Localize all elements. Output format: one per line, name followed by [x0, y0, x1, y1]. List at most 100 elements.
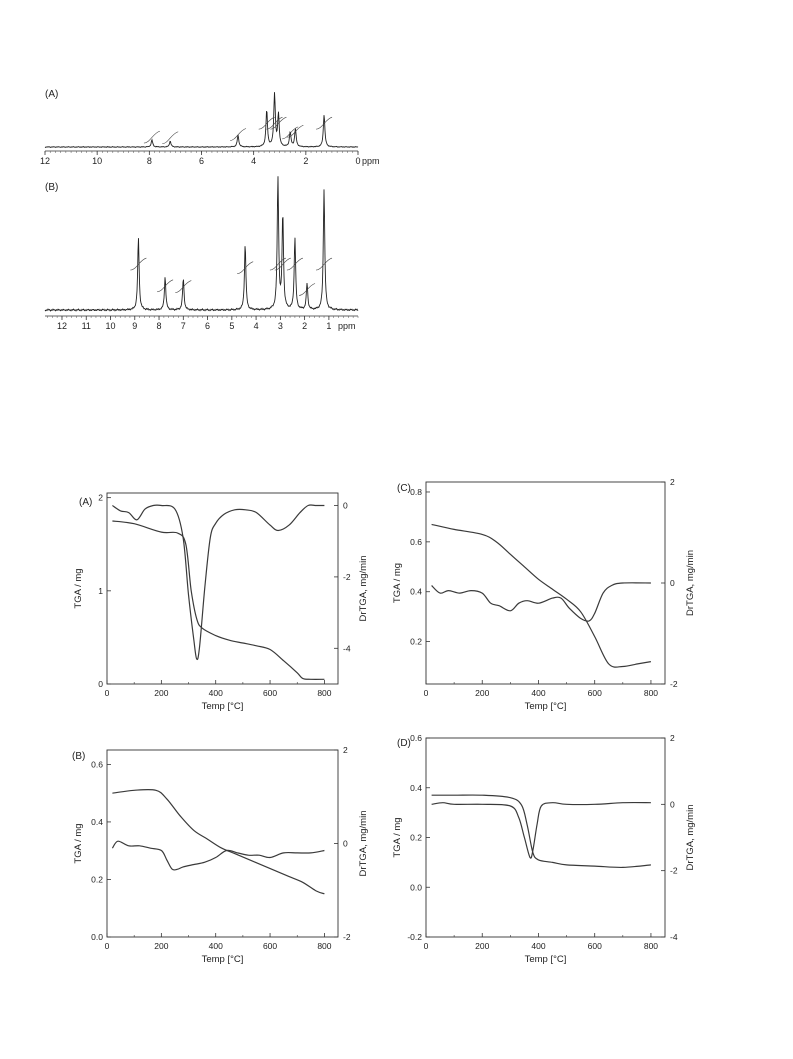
x-tick-label: 200 — [154, 941, 168, 951]
nmr-spectrum-line — [44, 176, 359, 312]
x-tick-label: 5 — [229, 321, 234, 331]
y-tick-label: 0.6 — [91, 759, 103, 769]
x-tick-label: 200 — [475, 688, 489, 698]
x-tick-label: 10 — [106, 321, 116, 331]
x-tick-label: 600 — [263, 941, 277, 951]
x-tick-label: 800 — [644, 941, 658, 951]
x-tick-label: 0 — [105, 688, 110, 698]
integral-curve — [162, 131, 179, 145]
y-tick-label: 0.2 — [410, 833, 422, 843]
x-tick-label: 200 — [154, 688, 168, 698]
x-tick-label: 600 — [588, 688, 602, 698]
y2-tick-label: -2 — [343, 572, 351, 582]
y-tick-label: 0.4 — [410, 587, 422, 597]
x-tick-label: 4 — [251, 156, 256, 166]
y2-tick-label: -2 — [670, 679, 678, 689]
drtga-series-line — [431, 582, 651, 622]
tga-series-line — [112, 788, 325, 895]
panel-label: (C) — [397, 483, 411, 494]
integral-curve — [229, 128, 247, 141]
x-tick-label: 200 — [475, 941, 489, 951]
x-tick-label: 6 — [205, 321, 210, 331]
integral-curve — [237, 261, 254, 274]
nmr-panel-nmr-A: (A) 12 10 8 6 4 2 0 ppm — [40, 89, 380, 166]
y-tick-label: 0.0 — [91, 932, 103, 942]
x-tick-label: 0 — [355, 156, 360, 166]
x-tick-label: 400 — [531, 941, 545, 951]
y2-tick-label: 0 — [343, 839, 348, 849]
integral-curve — [315, 257, 333, 271]
panel-label: (D) — [397, 738, 411, 749]
integral-curve — [282, 126, 299, 140]
x-tick-label: 3 — [278, 321, 283, 331]
y-tick-label: 0.6 — [410, 537, 422, 547]
x-tick-label: 0 — [424, 941, 429, 951]
integral-curve — [157, 279, 174, 293]
integral-curve — [175, 280, 192, 293]
y-tick-label: 0.4 — [91, 817, 103, 827]
y-tick-label: 0 — [98, 679, 103, 689]
x-tick-label: 10 — [92, 156, 102, 166]
y-axis-label: TGA / mg — [73, 568, 84, 608]
y-tick-label: -0.2 — [407, 932, 422, 942]
x-tick-label: 800 — [317, 941, 331, 951]
y2-axis-label: DrTGA, mg/min — [358, 811, 369, 877]
y-tick-label: 2 — [98, 493, 103, 503]
plot-frame — [106, 749, 339, 938]
x-tick-label: 0 — [424, 688, 429, 698]
x-tick-label: 600 — [588, 941, 602, 951]
x-tick-label: 400 — [209, 941, 223, 951]
x-axis-unit: ppm — [362, 156, 380, 166]
drtga-series-line — [111, 840, 325, 871]
y2-tick-label: -2 — [670, 866, 678, 876]
integral-curve — [316, 116, 333, 130]
plot-frame — [425, 737, 666, 938]
nmr-spectrum-line — [44, 92, 359, 148]
x-tick-label: 9 — [132, 321, 137, 331]
y2-tick-label: 2 — [670, 477, 675, 487]
tga-panel-tga-B: (B) 0 200 400 600 800 Temp [°C] 0.0 0.2 0.4 0.6 TGA… — [72, 745, 369, 965]
tga-series-line — [431, 523, 652, 668]
panel-label: (B) — [45, 182, 58, 193]
y-tick-label: 0.2 — [91, 874, 103, 884]
y2-tick-label: -2 — [343, 932, 351, 942]
tga-series-line — [112, 520, 325, 680]
y-tick-label: 1 — [98, 586, 103, 596]
y2-tick-label: 2 — [343, 745, 348, 755]
x-tick-label: 400 — [531, 688, 545, 698]
integral-curve — [287, 124, 304, 138]
x-tick-label: 8 — [147, 156, 152, 166]
x-tick-label: 11 — [82, 321, 91, 331]
x-tick-label: 0 — [105, 941, 110, 951]
y-tick-label: 0.8 — [410, 487, 422, 497]
x-tick-label: 2 — [302, 321, 307, 331]
x-axis-unit: ppm — [338, 321, 356, 331]
x-tick-label: 1 — [326, 321, 331, 331]
tga-panel-tga-D: (D) 0 200 400 600 800 Temp [°C] -0.2 0.0 0.2 0.4 0.… — [392, 733, 696, 965]
x-tick-label: 7 — [181, 321, 186, 331]
integral-curve — [266, 116, 283, 130]
y2-tick-label: -4 — [670, 932, 678, 942]
y-axis-label: TGA / mg — [392, 817, 403, 857]
x-tick-label: 2 — [303, 156, 308, 166]
y2-tick-label: 0 — [670, 578, 675, 588]
y-axis-label: TGA / mg — [392, 563, 403, 603]
integral-curve — [270, 116, 287, 130]
x-axis-label: Temp [°C] — [525, 701, 567, 712]
y-tick-label: 0.4 — [410, 783, 422, 793]
x-tick-label: 600 — [263, 688, 277, 698]
integral-curve — [269, 257, 287, 271]
x-tick-label: 800 — [317, 688, 331, 698]
x-tick-label: 4 — [254, 321, 259, 331]
y2-axis-label: DrTGA, mg/min — [358, 556, 369, 622]
integral-curve — [274, 257, 291, 271]
x-axis-label: Temp [°C] — [525, 954, 567, 965]
integral-curve — [143, 130, 161, 144]
y-axis-label: TGA / mg — [73, 823, 84, 863]
x-tick-label: 800 — [644, 688, 658, 698]
y-tick-label: 0.0 — [410, 882, 422, 892]
panel-label: (A) — [45, 89, 58, 100]
y2-tick-label: 0 — [670, 799, 675, 809]
x-tick-label: 400 — [209, 688, 223, 698]
